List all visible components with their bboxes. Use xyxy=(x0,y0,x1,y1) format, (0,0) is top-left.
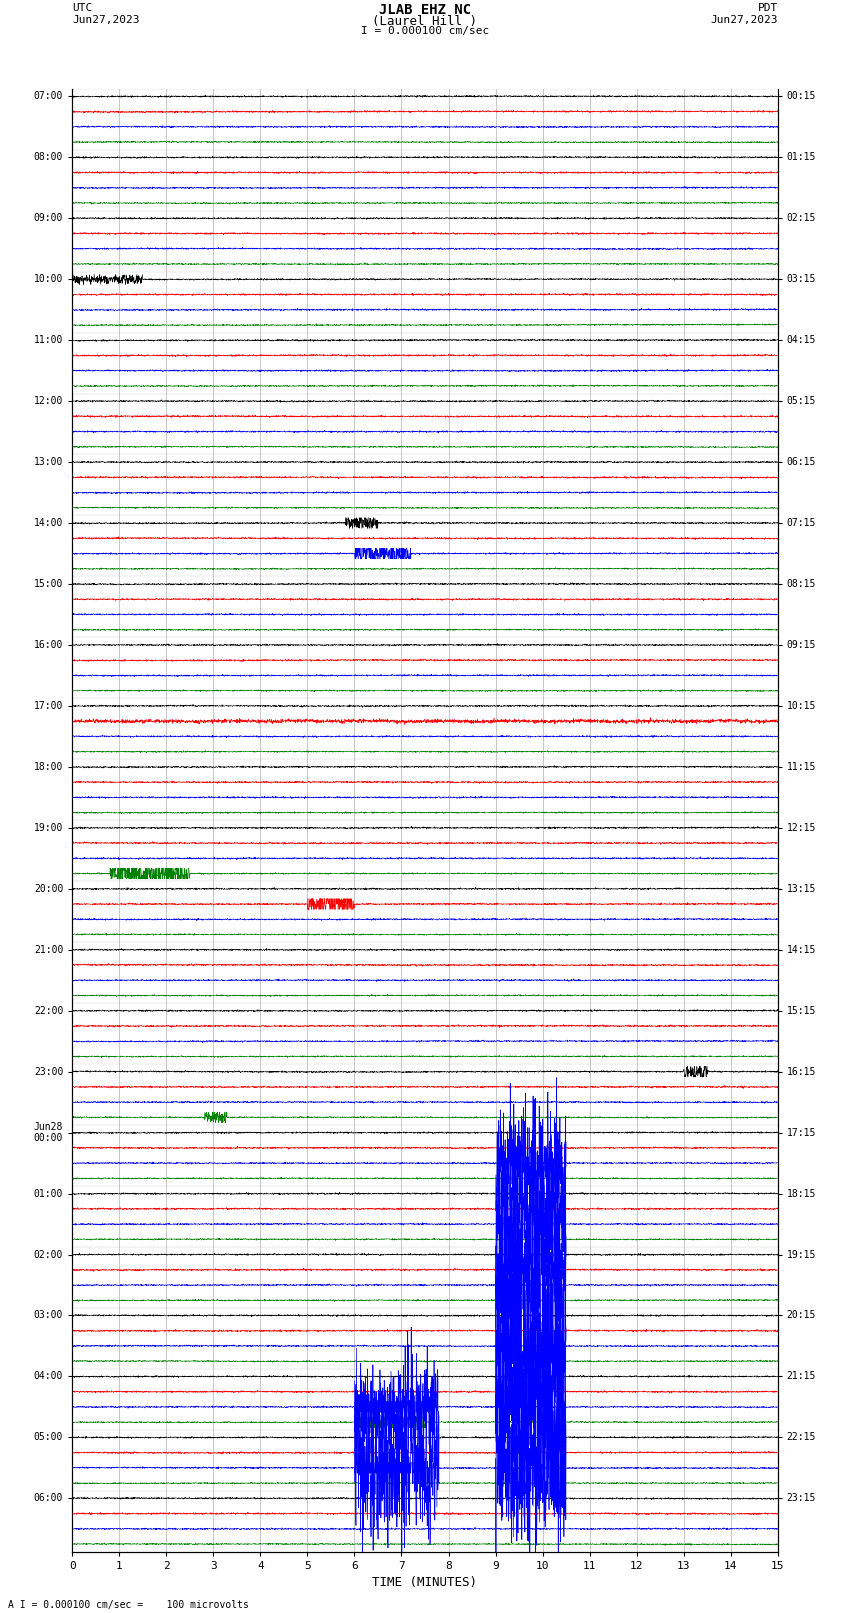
Text: Jun27,2023: Jun27,2023 xyxy=(711,15,778,24)
Text: UTC: UTC xyxy=(72,3,93,13)
Text: JLAB EHZ NC: JLAB EHZ NC xyxy=(379,3,471,18)
X-axis label: TIME (MINUTES): TIME (MINUTES) xyxy=(372,1576,478,1589)
Text: Jun27,2023: Jun27,2023 xyxy=(72,15,139,24)
Text: A I = 0.000100 cm/sec =    100 microvolts: A I = 0.000100 cm/sec = 100 microvolts xyxy=(8,1600,249,1610)
Text: PDT: PDT xyxy=(757,3,778,13)
Text: I = 0.000100 cm/sec: I = 0.000100 cm/sec xyxy=(361,26,489,35)
Text: (Laurel Hill ): (Laurel Hill ) xyxy=(372,15,478,27)
